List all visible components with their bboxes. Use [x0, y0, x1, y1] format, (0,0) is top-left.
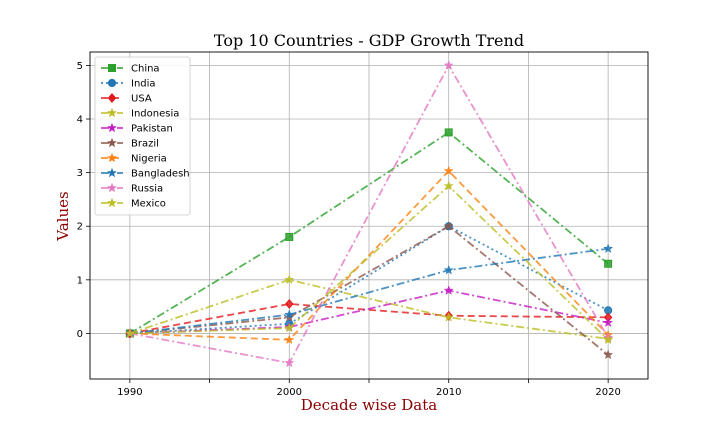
data-point-brazil	[284, 312, 295, 322]
x-axis-label: Decade wise Data	[301, 396, 437, 414]
series-line-china	[129, 131, 609, 335]
legend-label-bangladesh: Bangladesh	[131, 169, 190, 180]
data-point-nigeria	[443, 165, 454, 176]
x-tick-label: 2000	[277, 387, 302, 398]
legend: China India USA Indonesia Pakistan Brazil Nige…	[94, 56, 191, 216]
data-point-china	[285, 232, 294, 241]
legend-item-nigeria: Nigeria	[101, 152, 167, 165]
data-point-mexico	[284, 322, 295, 333]
series-mexico	[124, 180, 614, 345]
legend-marker-indonesia	[106, 107, 118, 118]
data-point-china	[444, 128, 453, 137]
data-point-pakistan	[443, 285, 454, 295]
legend-item-pakistan: Pakistan	[101, 122, 173, 135]
legend-label-nigeria: Nigeria	[131, 154, 167, 165]
series-line-usa	[129, 303, 609, 335]
data-point-pakistan	[603, 317, 614, 328]
legend-label-china: China	[131, 64, 160, 75]
legend-label-brazil: Brazil	[131, 139, 159, 150]
data-point-indonesia	[443, 312, 454, 322]
legend-item-china: China	[101, 64, 160, 75]
legend-item-brazil: Brazil	[101, 137, 159, 150]
data-point-china	[604, 259, 613, 268]
data-point-bangladesh	[603, 243, 614, 254]
data-point-russia	[443, 60, 454, 70]
series-line-russia	[129, 63, 609, 364]
legend-box	[94, 56, 191, 216]
legend-marker-mexico	[106, 197, 118, 208]
legend-item-indonesia: Indonesia	[101, 107, 179, 120]
legend-marker-usa	[107, 93, 117, 103]
legend-marker-russia	[106, 182, 118, 193]
y-axis-label: Values	[54, 191, 72, 241]
x-tick-label: 2020	[595, 387, 620, 398]
legend-item-mexico: Mexico	[101, 197, 166, 210]
data-point-mexico	[443, 180, 454, 191]
legend-marker-nigeria	[106, 152, 118, 163]
data-point-nigeria	[284, 334, 295, 345]
data-point-bangladesh	[284, 309, 295, 319]
legend-marker-bangladesh	[106, 167, 118, 178]
series-line-pakistan	[129, 289, 609, 335]
series-layer	[124, 60, 614, 368]
y-tick-label: 4	[77, 115, 83, 126]
legend-marker-brazil	[106, 137, 118, 148]
legend-marker-china	[108, 64, 116, 72]
legend-label-mexico: Mexico	[131, 199, 166, 210]
y-tick-label: 5	[77, 61, 83, 72]
data-point-brazil	[603, 349, 614, 360]
legend-label-pakistan: Pakistan	[131, 124, 173, 135]
grid-layer	[90, 52, 648, 379]
legend-label-indonesia: Indonesia	[131, 109, 179, 120]
series-line-indonesia	[129, 278, 609, 340]
data-point-mexico	[124, 328, 135, 338]
chart-title: Top 10 Countries - GDP Growth Trend	[214, 31, 524, 50]
y-tick-label: 0	[77, 329, 83, 340]
legend-label-india: India	[131, 79, 156, 90]
series-line-mexico	[129, 184, 609, 341]
legend-item-russia: Russia	[101, 182, 163, 195]
legend-label-usa: USA	[131, 94, 152, 105]
y-tick-label: 3	[77, 168, 83, 179]
legend-label-russia: Russia	[131, 184, 163, 195]
y-tick-label: 2	[77, 222, 83, 233]
axes-layer: 1990 2000 2010 2020 0 1 2 3 4 5	[77, 51, 649, 398]
series-line-india	[129, 225, 609, 335]
data-point-brazil	[443, 220, 454, 231]
legend-item-india: India	[101, 79, 156, 90]
series-line-nigeria	[129, 169, 609, 341]
y-tick-label: 1	[77, 275, 83, 286]
series-line-brazil	[129, 225, 609, 356]
x-tick-label: 1990	[117, 387, 142, 398]
data-point-russia	[284, 357, 295, 368]
data-point-usa	[285, 298, 294, 309]
legend-marker-india	[107, 78, 117, 88]
data-point-indonesia	[284, 274, 295, 285]
data-point-bangladesh	[443, 264, 454, 275]
data-point-mexico	[603, 334, 614, 345]
series-line-bangladesh	[129, 247, 609, 335]
x-tick-label: 2010	[436, 387, 461, 398]
legend-marker-pakistan	[106, 122, 118, 133]
legend-item-bangladesh: Bangladesh	[101, 167, 190, 180]
legend-item-usa: USA	[101, 93, 152, 105]
